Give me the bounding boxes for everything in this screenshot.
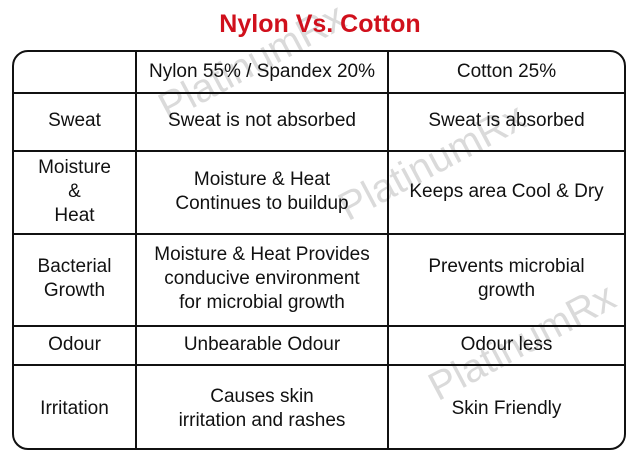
header-nylon: Nylon 55% / Spandex 20% <box>137 52 389 92</box>
table-row: Moisture & Heat Moisture & Heat Continues… <box>14 150 624 235</box>
cotton-cell: Odour less <box>460 333 553 355</box>
table-row: Odour Unbearable Odour Odour less <box>14 325 624 366</box>
cotton-cell: Skin Friendly <box>451 398 562 419</box>
row-label: Irritation <box>14 364 137 448</box>
cotton-cell: Prevents microbial growth <box>428 256 585 301</box>
header-empty <box>14 52 137 92</box>
page-title: Nylon Vs. Cotton <box>219 10 421 38</box>
nylon-cell: Moisture & Heat Provides conducive envir… <box>137 233 389 325</box>
nylon-cell: Sweat is not absorbed <box>137 92 389 150</box>
row-label: Odour <box>14 325 137 364</box>
nylon-cell: Moisture & Heat Continues to buildup <box>137 150 389 233</box>
cotton-cell: Keeps area Cool & Dry <box>409 180 604 202</box>
nylon-cell: Unbearable Odour <box>137 325 389 364</box>
comparison-table: Nylon 55% / Spandex 20% Cotton 25% Sweat… <box>12 50 626 450</box>
row-label: Bacterial Growth <box>14 233 137 325</box>
cotton-cell: Sweat is absorbed <box>428 110 585 131</box>
table-row: Irritation Causes skin irritation and ras… <box>14 364 624 448</box>
row-label: Moisture & Heat <box>14 150 137 233</box>
header-cotton: Cotton 25% <box>456 61 557 82</box>
table-row: Sweat Sweat is not absorbed Sweat is absor… <box>14 92 624 152</box>
table-row: Bacterial Growth Moisture & Heat Provides… <box>14 233 624 327</box>
table-header-row: Nylon 55% / Spandex 20% Cotton 25% <box>14 52 624 94</box>
row-label: Sweat <box>14 92 137 150</box>
nylon-cell: Causes skin irritation and rashes <box>137 364 389 448</box>
